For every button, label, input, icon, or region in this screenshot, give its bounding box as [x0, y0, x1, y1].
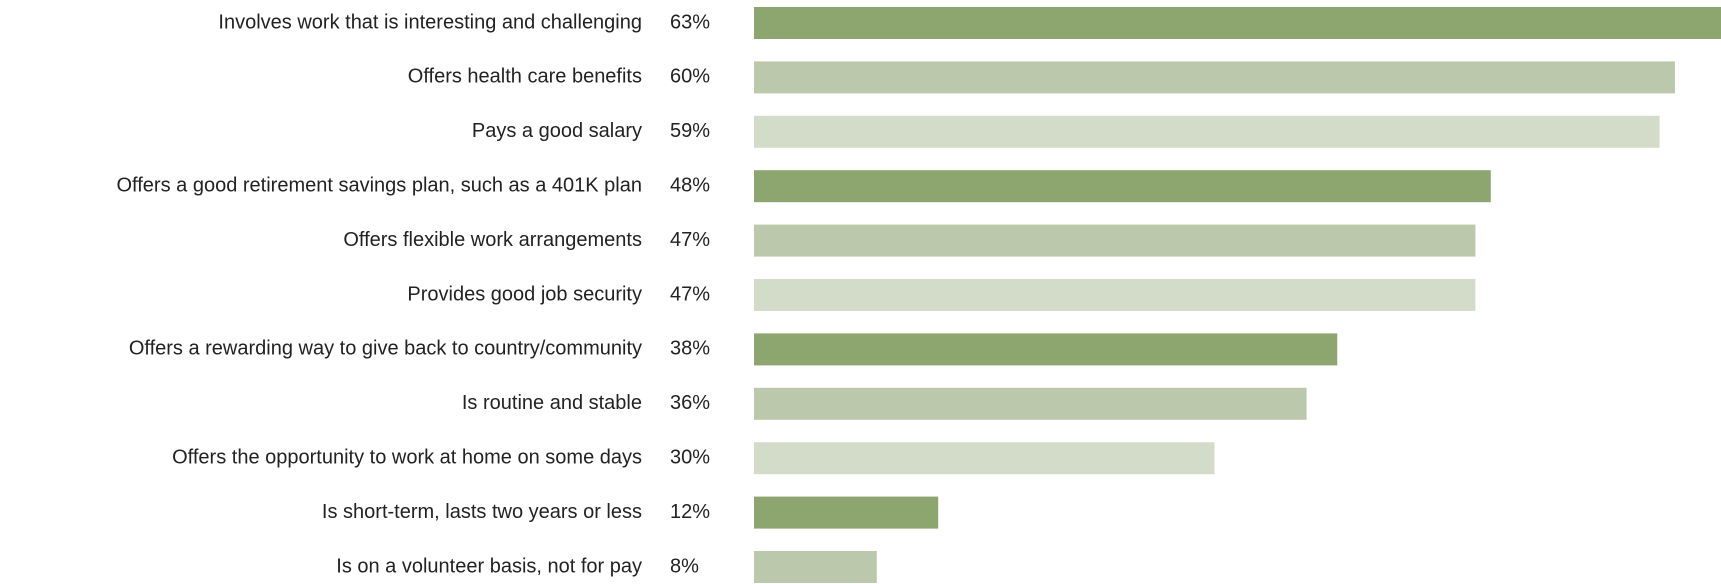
category-label: Offers a good retirement savings plan, s…	[117, 174, 643, 196]
value-label: 59%	[670, 120, 710, 142]
value-label: 63%	[670, 11, 710, 33]
value-label: 38%	[670, 338, 710, 360]
bar	[754, 170, 1491, 203]
category-label: Involves work that is interesting and ch…	[218, 11, 642, 33]
value-label: 12%	[670, 501, 710, 523]
category-label: Pays a good salary	[472, 120, 642, 142]
bar	[754, 333, 1338, 366]
value-label: 36%	[670, 392, 710, 414]
category-label: Offers flexible work arrangements	[343, 229, 642, 251]
category-label: Is routine and stable	[462, 392, 642, 414]
value-label: 47%	[670, 283, 710, 305]
value-label: 60%	[670, 66, 710, 88]
category-label: Is short-term, lasts two years or less	[322, 501, 642, 523]
value-label: 48%	[670, 174, 710, 196]
bar	[754, 551, 877, 583]
bar	[754, 387, 1307, 420]
category-label: Offers a rewarding way to give back to c…	[129, 338, 642, 360]
category-label: Provides good job security	[407, 283, 642, 305]
category-label: Is on a volunteer basis, not for pay	[336, 555, 642, 577]
bar	[754, 224, 1476, 257]
bar	[754, 496, 939, 529]
value-label: 47%	[670, 229, 710, 251]
bar	[754, 7, 1721, 39]
category-label: Offers the opportunity to work at home o…	[172, 446, 642, 468]
category-label: Offers health care benefits	[408, 66, 642, 88]
bar	[754, 61, 1675, 94]
bar	[754, 115, 1660, 148]
value-label: 30%	[670, 446, 710, 468]
bar	[754, 279, 1476, 311]
value-label: 8%	[670, 555, 699, 577]
bar	[754, 442, 1215, 475]
